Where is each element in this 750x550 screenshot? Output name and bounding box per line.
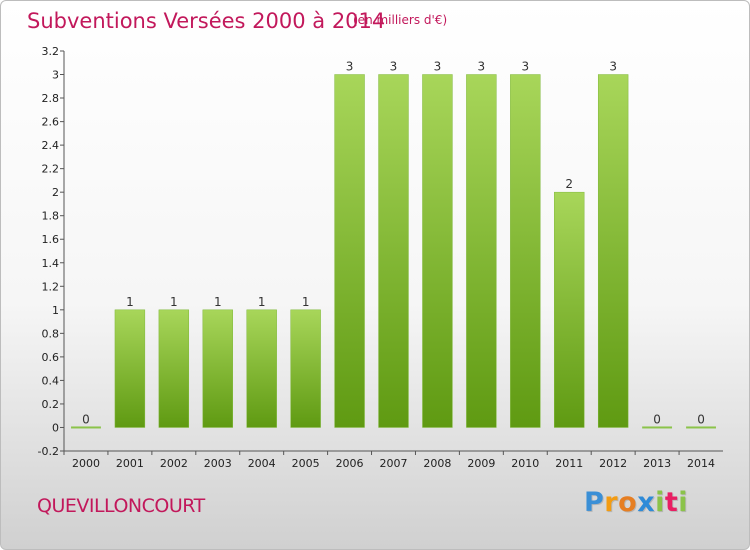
data-label-2006: 3 (346, 60, 354, 74)
logo-letter: i (655, 487, 665, 518)
bar-2001[interactable] (114, 309, 146, 428)
bar-2010[interactable] (510, 74, 541, 428)
y-tick-label: 1.2 (42, 280, 60, 293)
logo-letter: o (618, 487, 638, 518)
y-tick-label: 0 (52, 421, 59, 434)
data-label-2008: 3 (434, 60, 442, 74)
data-label-2010: 3 (521, 60, 529, 74)
x-tick-label: 2011 (555, 457, 583, 470)
x-tick-label: 2008 (423, 457, 451, 470)
x-tick-label: 2009 (467, 457, 495, 470)
x-axis: 2000 2001 2002 2003 2004 2005 2006 2007 2008 2009… (63, 450, 723, 470)
bar-2009[interactable] (466, 74, 497, 428)
y-tick-label: 2.4 (42, 139, 60, 152)
y-tick-label: 2.2 (42, 163, 60, 176)
data-label-2002: 1 (170, 295, 178, 309)
logo-letter: x (637, 487, 656, 518)
data-label-2013: 0 (653, 412, 661, 426)
y-tick-label: 1.6 (42, 233, 60, 246)
y-tick-label: 3.2 (42, 45, 60, 58)
y-tick-label: 3 (52, 69, 59, 82)
y-tick-label: 1 (52, 304, 59, 317)
x-tick-label: 2014 (687, 457, 715, 470)
data-label-2001: 1 (126, 295, 134, 309)
x-tick-label: 2010 (511, 457, 539, 470)
bar-2011[interactable] (554, 191, 585, 428)
y-tick-label: 0.4 (42, 374, 60, 387)
bar-2005[interactable] (290, 309, 321, 428)
data-label-2007: 3 (390, 60, 398, 74)
x-tick-label: 2006 (336, 457, 364, 470)
x-tick-label: 2005 (292, 457, 320, 470)
commune-name: QUEVILLONCOURT (37, 495, 205, 517)
logo-letter: t (664, 487, 679, 518)
chart-title: Subventions Versées 2000 à 2014 (27, 9, 386, 33)
logo-letter: r (604, 487, 619, 518)
y-tick-label: 0.2 (42, 398, 60, 411)
bar-2014[interactable] (686, 426, 716, 429)
x-tick-label: 2004 (248, 457, 276, 470)
data-label-2012: 3 (609, 60, 617, 74)
data-label-2004: 1 (258, 295, 266, 309)
x-tick-label: 2001 (116, 457, 144, 470)
bar-2003[interactable] (202, 309, 233, 428)
x-tick-label: 2000 (72, 457, 100, 470)
bar-2000[interactable] (71, 426, 101, 429)
bar-2006[interactable] (334, 74, 365, 428)
bar-2002[interactable] (158, 309, 190, 428)
y-tick-label: 2 (52, 186, 59, 199)
bar-2007[interactable] (378, 74, 409, 428)
y-tick-label: 1.8 (42, 210, 60, 223)
y-tick-label: 2.6 (42, 116, 60, 129)
data-label-2005: 1 (302, 295, 310, 309)
data-label-2009: 3 (478, 60, 486, 74)
bars (71, 74, 716, 429)
chart-subtitle: (en milliers d'€) (353, 13, 448, 27)
y-tick-label: 1.4 (42, 257, 60, 270)
y-tick-label: 0.6 (42, 351, 60, 364)
x-tick-label: 2003 (204, 457, 232, 470)
data-label-2000: 0 (82, 412, 90, 426)
y-tick-label: -0.2 (38, 445, 59, 458)
x-tick-label: 2002 (160, 457, 188, 470)
x-tick-label: 2013 (643, 457, 671, 470)
proxiti-logo[interactable]: Proxiti (584, 487, 688, 518)
data-label-2011: 2 (565, 177, 573, 191)
logo-letter: i (678, 487, 689, 518)
data-labels: 0 1 1 1 1 1 3 3 3 3 3 2 3 0 0 (82, 60, 705, 427)
bar-2004[interactable] (246, 309, 277, 428)
x-tick-label: 2007 (380, 457, 408, 470)
data-label-2003: 1 (214, 295, 222, 309)
y-tick-label: 2.8 (42, 92, 60, 105)
bar-2008[interactable] (422, 74, 453, 428)
data-label-2014: 0 (697, 412, 705, 426)
bar-2013[interactable] (642, 426, 673, 429)
y-tick-label: 0.8 (42, 327, 60, 340)
bar-2012[interactable] (597, 74, 629, 428)
y-axis: -0.2 0 0.2 0.4 0.6 0.8 1 1.2 1.4 1.6 1.8 2 2.2 2.4 2.6… (38, 45, 65, 458)
logo-letter: P (584, 487, 605, 518)
x-tick-label: 2012 (599, 457, 627, 470)
